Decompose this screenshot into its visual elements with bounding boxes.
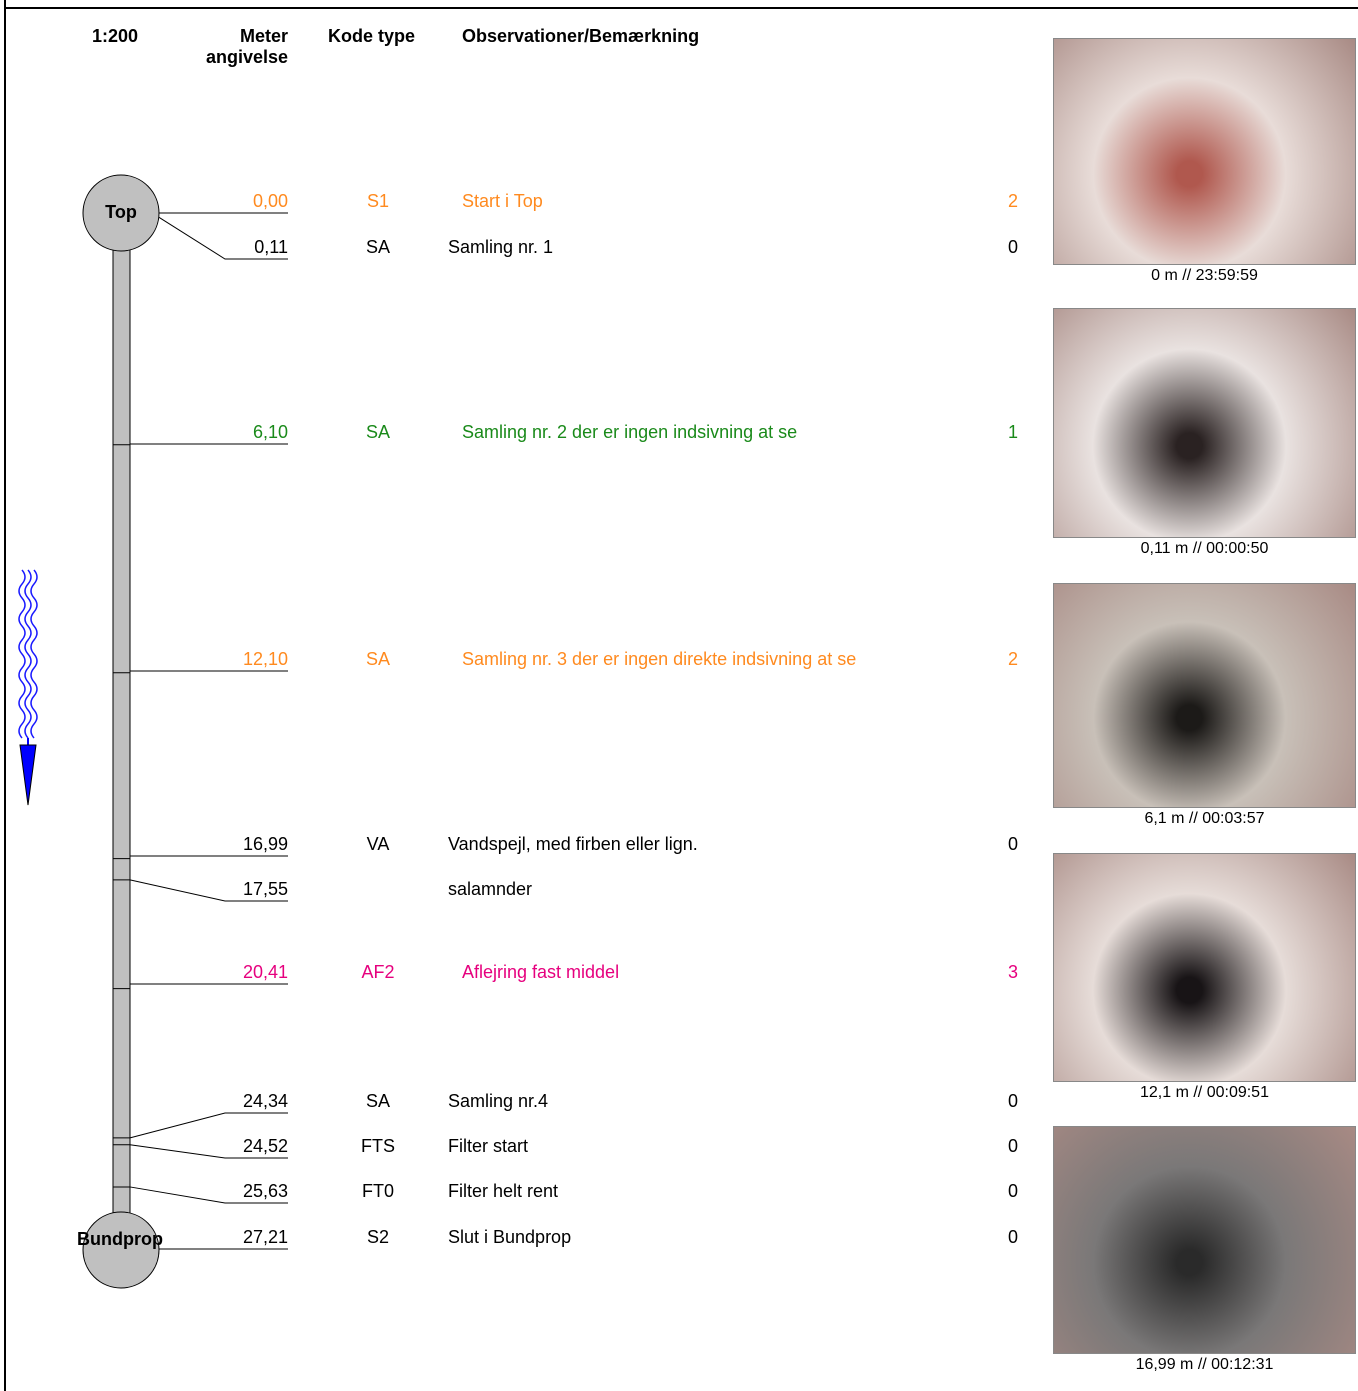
grade: 2: [1007, 191, 1018, 211]
connector: [129, 879, 288, 902]
grade: 0: [1007, 1136, 1018, 1156]
inspection-photo: [1053, 853, 1356, 1082]
meter: 20,41: [242, 962, 288, 982]
grade: 1: [1007, 422, 1018, 442]
header-scale: 1:200: [92, 26, 139, 46]
code: AF2: [361, 962, 395, 982]
remark: Vandspejl, med firben eller lign.: [448, 834, 698, 854]
meter: 12,10: [242, 649, 288, 669]
photo-caption: 12,1 m // 00:09:51: [1140, 1084, 1269, 1101]
grade: 0: [1007, 1227, 1018, 1247]
connector: [129, 1112, 288, 1139]
grade: 0: [1007, 1181, 1018, 1201]
pipe: [112, 239, 131, 1221]
top-label: Top: [105, 202, 137, 222]
connector: [129, 1186, 288, 1204]
remark: Filter helt rent: [448, 1181, 559, 1201]
connector: [129, 1144, 288, 1159]
meter: 16,99: [242, 834, 288, 854]
code: SA: [365, 237, 390, 257]
header-code: Kode type: [328, 26, 416, 46]
photo-caption: 0,11 m // 00:00:50: [1140, 540, 1269, 557]
remark: Samling nr. 1: [448, 237, 554, 257]
inspection-photo: [1053, 308, 1356, 538]
meter: 0,00: [252, 191, 288, 211]
grade: 0: [1007, 237, 1018, 257]
inspection-photo: [1053, 1126, 1356, 1354]
meter: 6,10: [252, 422, 288, 442]
grade: 0: [1007, 1091, 1018, 1111]
bottom-label: Bundprop: [77, 1229, 163, 1249]
meter: 24,34: [242, 1091, 288, 1111]
header-remarks: Observationer/Bemærkning: [462, 26, 700, 46]
meter: 25,63: [242, 1181, 288, 1201]
code: FTS: [361, 1136, 395, 1156]
remark: Samling nr. 2 der er ingen indsivning at…: [462, 422, 798, 442]
flow-arrow: [18, 569, 38, 806]
meter: 24,52: [242, 1136, 288, 1156]
remark: Filter start: [448, 1136, 529, 1156]
code: SA: [365, 1091, 390, 1111]
connector: [158, 216, 288, 260]
remark: Slut i Bundprop: [448, 1227, 572, 1247]
code: S1: [366, 191, 390, 211]
code: VA: [366, 834, 390, 854]
meter: 27,21: [242, 1227, 288, 1247]
inspection-photo: [1053, 583, 1356, 808]
bottom-node: [82, 1211, 160, 1289]
photo-caption: 16,99 m // 00:12:31: [1135, 1356, 1274, 1373]
remark: Start i Top: [462, 191, 543, 211]
inspection-photo: [1053, 38, 1356, 265]
remark: Samling nr.4: [448, 1091, 549, 1111]
grade: 3: [1007, 962, 1018, 982]
grade: 2: [1007, 649, 1018, 669]
code: FT0: [361, 1181, 394, 1201]
photo-caption: 6,1 m // 00:03:57: [1144, 810, 1265, 827]
code: SA: [365, 649, 390, 669]
remark: Aflejring fast middel: [462, 962, 620, 982]
remark: Samling nr. 3 der er ingen direkte indsi…: [462, 649, 857, 669]
meter: 17,55: [242, 879, 288, 899]
grade: 0: [1007, 834, 1018, 854]
header-meter: Meter angivelse: [205, 26, 288, 67]
remark: salamnder: [448, 879, 533, 899]
meter: 0,11: [254, 237, 288, 257]
code: S2: [366, 1227, 390, 1247]
code: SA: [365, 422, 390, 442]
photo-caption: 0 m // 23:59:59: [1151, 267, 1258, 284]
